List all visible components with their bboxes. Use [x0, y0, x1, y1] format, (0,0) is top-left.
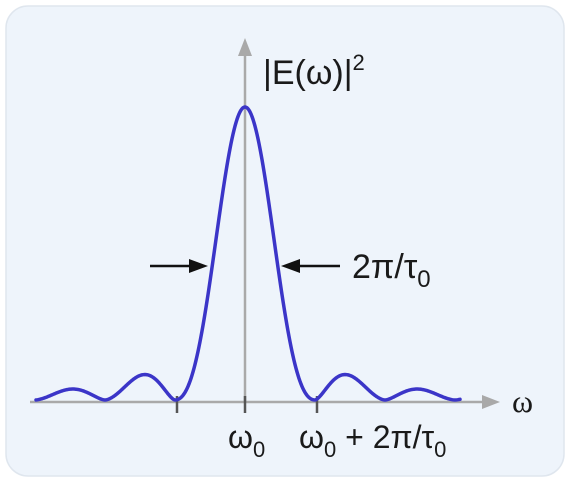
tick-label-center-sub: 0 — [253, 437, 265, 462]
tick-label-center: ω0 — [228, 419, 265, 462]
x-axis-arrowhead — [482, 395, 500, 409]
y-axis-label-sup: 2 — [353, 50, 365, 75]
tick-label-first-zero-plus: + 2π/τ — [336, 419, 434, 455]
x-axis-label: ω — [512, 383, 533, 419]
y-axis-label-base: |E(ω)| — [263, 54, 353, 92]
left-arrow-head — [189, 259, 208, 273]
width-arrows — [150, 259, 340, 273]
width-annotation-base: 2π/τ — [352, 248, 418, 286]
width-annotation: 2π/τ0 — [352, 248, 431, 293]
tick-label-first-zero-sub2: 0 — [434, 437, 446, 462]
width-annotation-sub: 0 — [417, 266, 430, 293]
y-axis-label: |E(ω)|2 — [263, 50, 365, 92]
tick-label-first-zero-base: ω — [299, 419, 324, 455]
right-arrow-head — [281, 259, 300, 273]
panel-background — [5, 5, 565, 477]
tick-label-first-zero: ω0 + 2π/τ0 — [299, 419, 446, 462]
tick-label-first-zero-sub: 0 — [324, 437, 336, 462]
intensity-curve — [34, 105, 462, 402]
tick-label-center-base: ω — [228, 419, 253, 455]
y-axis-arrowhead — [238, 38, 252, 56]
